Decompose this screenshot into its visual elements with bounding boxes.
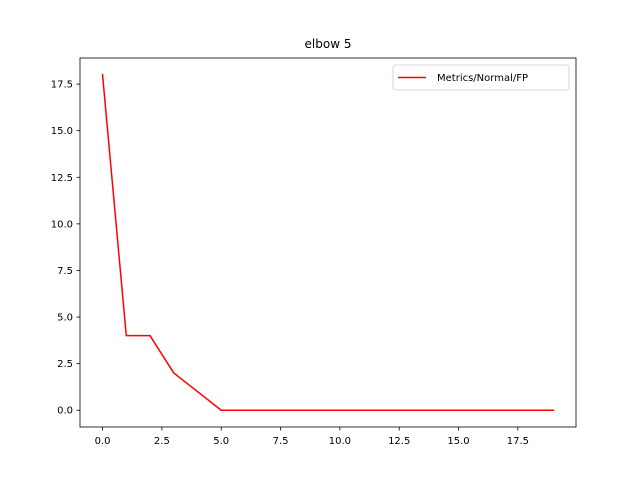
y-tick-label: 7.5 bbox=[57, 266, 73, 277]
x-tick-label: 15.0 bbox=[447, 436, 469, 447]
y-tick-label: 12.5 bbox=[51, 173, 73, 184]
y-tick-label: 0.0 bbox=[57, 406, 73, 417]
x-tick-label: 17.5 bbox=[507, 436, 529, 447]
y-tick-label: 5.0 bbox=[57, 313, 73, 324]
x-axis: 0.0 2.5 5.0 7.5 10.0 12.5 15.0 17.5 bbox=[95, 427, 529, 447]
chart-title: elbow 5 bbox=[305, 37, 352, 51]
x-tick-label: 7.5 bbox=[273, 436, 289, 447]
legend-box bbox=[392, 64, 570, 91]
axes-frame bbox=[79, 57, 577, 428]
x-tick-label: 10.0 bbox=[329, 436, 351, 447]
x-tick-label: 0.0 bbox=[95, 436, 111, 447]
y-tick-label: 10.0 bbox=[51, 219, 73, 230]
x-tick-label: 2.5 bbox=[154, 436, 170, 447]
series-line-0 bbox=[101, 73, 555, 411]
legend: Metrics/Normal/FP bbox=[392, 64, 570, 91]
y-tick-label: 2.5 bbox=[57, 359, 73, 370]
y-axis: 0.0 2.5 5.0 7.5 10.0 12.5 15.0 17.5 bbox=[51, 80, 80, 417]
legend-label-0: Metrics/Normal/FP bbox=[437, 73, 528, 84]
y-tick-label: 15.0 bbox=[51, 126, 73, 137]
plot-area bbox=[79, 57, 577, 428]
x-tick-label: 12.5 bbox=[388, 436, 410, 447]
x-tick-label: 5.0 bbox=[213, 436, 229, 447]
y-tick-label: 17.5 bbox=[51, 80, 73, 91]
